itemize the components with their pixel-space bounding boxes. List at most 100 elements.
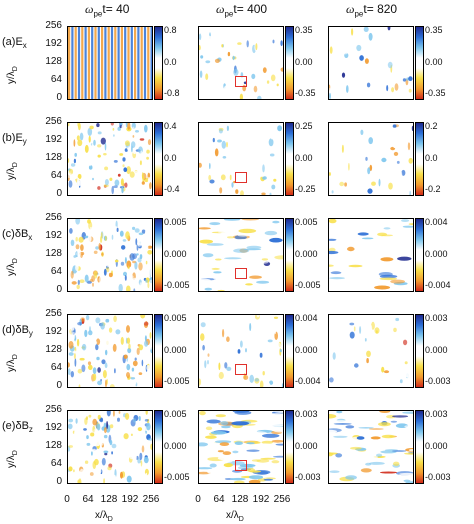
y-tick-label: 64 — [50, 74, 62, 85]
colorbar-tick-label: 0.003 — [425, 313, 448, 323]
field-map — [199, 27, 283, 99]
y-axis-label-sub: D — [12, 354, 19, 360]
y-tick-label: 0 — [56, 476, 62, 487]
field-map — [69, 219, 152, 291]
row-label-sub: y — [28, 329, 33, 339]
colorbar-tick-label: -0.003 — [295, 472, 321, 482]
column-title-sub: pe — [224, 9, 234, 19]
y-axis-label: y/λD — [6, 258, 19, 276]
colorbar-tick-label: -0.003 — [425, 376, 451, 386]
y-tick-label: 64 — [50, 266, 62, 277]
row-label-main: (d)δB — [2, 324, 29, 336]
x-tick-label: 0 — [195, 494, 201, 505]
y-axis-label: y/λD — [6, 450, 19, 468]
x-tick-label: 128 — [100, 494, 118, 505]
colorbar-tick-label: 0.0 — [164, 57, 177, 67]
y-tick-label: 128 — [45, 248, 62, 259]
field-map — [68, 315, 152, 387]
colorbar-tick-label: -0.005 — [164, 472, 190, 482]
x-axis-label: x/λD — [226, 510, 244, 523]
colorbar — [154, 314, 163, 388]
heatmap-panel — [198, 410, 284, 484]
x-axis-label-sub: D — [238, 516, 244, 523]
colorbar-tick-label: -0.005 — [295, 280, 321, 290]
column-title-sub: pe — [354, 9, 364, 19]
colorbar-tick-label: 0.35 — [425, 25, 443, 35]
field-map — [68, 27, 152, 99]
colorbar-tick-label: 0.00 — [295, 153, 313, 163]
row-label-sub: y — [22, 137, 27, 147]
y-axis-label-main: y/λ — [6, 263, 17, 276]
y-axis-label-sub: D — [12, 66, 19, 72]
colorbar-tick-label: 0.2 — [425, 121, 438, 131]
colorbar-tick-label: 0.005 — [164, 217, 187, 227]
heatmap-panel — [328, 410, 414, 484]
row-label: (b)Ey — [2, 132, 27, 146]
y-tick-label: 256 — [45, 212, 62, 223]
colorbar-tick-label: 0.4 — [164, 121, 177, 131]
colorbar-tick-label: -0.004 — [295, 376, 321, 386]
colorbar — [285, 410, 294, 484]
colorbar-tick-label: -0.005 — [164, 280, 190, 290]
colorbar-tick-label: 0.00 — [425, 57, 443, 67]
y-axis-label-main: y/λ — [6, 167, 17, 180]
row-label: (d)δBy — [2, 324, 33, 338]
heatmap-panel — [328, 218, 414, 292]
row-label-main: (b)E — [2, 132, 23, 144]
x-tick-label: 0 — [64, 494, 70, 505]
x-axis-label-sub: D — [107, 516, 113, 523]
omega-symbol: ω — [216, 2, 225, 16]
y-axis-label: y/λD — [6, 162, 19, 180]
colorbar-tick-label: 0.000 — [295, 345, 318, 355]
row-label: (e)δBz — [2, 420, 33, 434]
colorbar — [415, 122, 424, 196]
colorbar — [285, 314, 294, 388]
column-title: ωpet= 40 — [85, 2, 129, 18]
colorbar-tick-label: 0.005 — [295, 217, 318, 227]
colorbar-tick-label: 0.003 — [425, 409, 448, 419]
field-map — [329, 123, 413, 195]
colorbar-tick-label: 0.000 — [164, 249, 187, 259]
colorbar-tick-label: 0.000 — [425, 345, 448, 355]
x-axis-label-main: x/λ — [95, 510, 108, 521]
y-tick-label: 64 — [50, 170, 62, 181]
zoom-box — [234, 75, 248, 87]
zoom-box — [234, 171, 248, 183]
y-tick-label: 256 — [45, 20, 62, 31]
colorbar-tick-label: 0.005 — [164, 313, 187, 323]
y-axis-label-main: y/λ — [6, 71, 17, 84]
heatmap-panel — [67, 122, 153, 196]
colorbar-tick-label: 0.0 — [164, 153, 177, 163]
field-map — [329, 411, 413, 483]
colorbar — [285, 122, 294, 196]
x-tick-label: 192 — [121, 494, 139, 505]
y-tick-label: 64 — [50, 362, 62, 373]
row-label-sub: x — [22, 41, 27, 51]
row-label: (a)Ex — [2, 36, 27, 50]
colorbar-tick-label: 0.004 — [295, 313, 318, 323]
y-tick-label: 128 — [45, 440, 62, 451]
x-axis-label-main: x/λ — [226, 510, 239, 521]
column-title-rest: t= 820 — [363, 2, 398, 16]
colorbar — [285, 26, 294, 100]
y-axis-label-main: y/λ — [6, 359, 17, 372]
heatmap-panel — [198, 314, 284, 388]
row-label-main: (e)δB — [2, 420, 29, 432]
colorbar-tick-label: -0.005 — [164, 376, 190, 386]
row-label-main: (a)E — [2, 36, 23, 48]
y-tick-label: 0 — [56, 284, 62, 295]
column-title: ωpet= 400 — [216, 2, 267, 18]
x-axis-label: x/λD — [95, 510, 113, 523]
y-tick-label: 192 — [45, 230, 62, 241]
y-tick-label: 0 — [56, 380, 62, 391]
colorbar-tick-label: -0.35 — [295, 88, 316, 98]
zoom-box — [234, 363, 248, 375]
y-axis-label-sub: D — [12, 258, 19, 264]
x-tick-label: 128 — [231, 494, 249, 505]
x-tick-label: 256 — [273, 494, 291, 505]
heatmap-panel — [198, 218, 284, 292]
y-tick-label: 0 — [56, 188, 62, 199]
heatmap-panel — [328, 314, 414, 388]
y-tick-label: 192 — [45, 422, 62, 433]
